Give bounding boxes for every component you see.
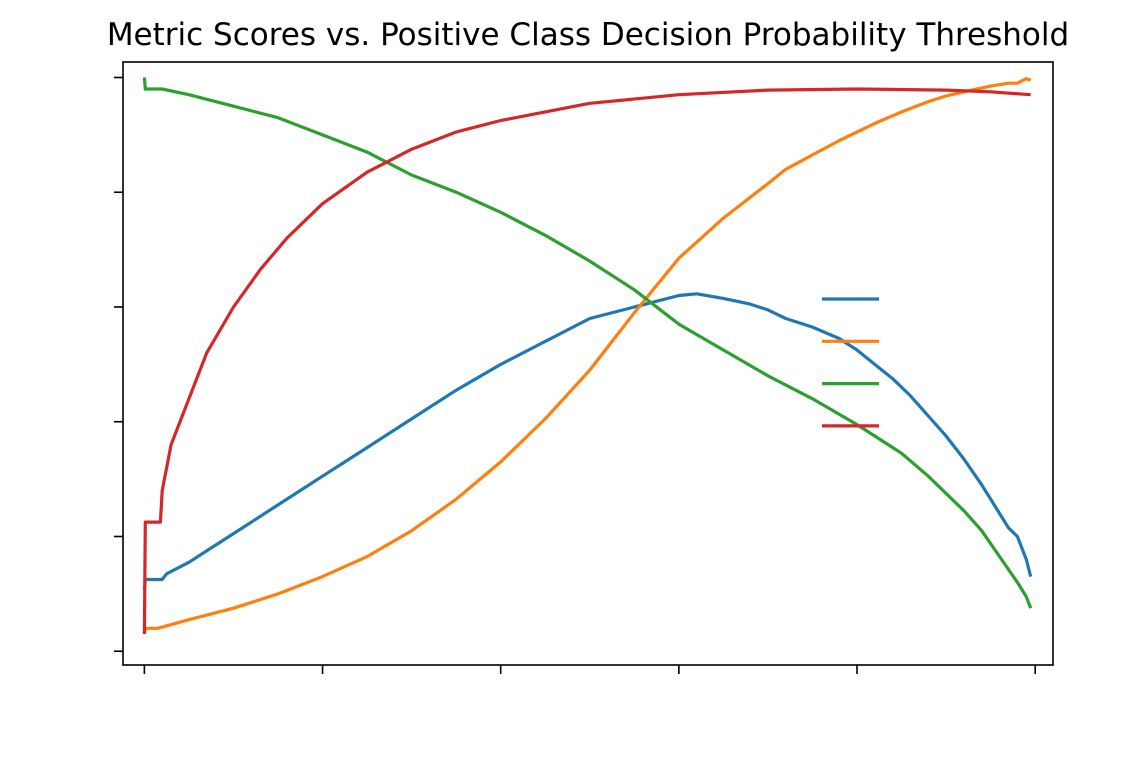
series-line-3 <box>142 87 1031 635</box>
legend <box>822 297 879 428</box>
series-line-2 <box>142 77 1033 609</box>
series-line-1 <box>142 76 1032 635</box>
chart-title: Metric Scores vs. Positive Class Decisio… <box>107 17 1069 53</box>
y-axis-ticks <box>114 76 123 653</box>
series-layer <box>142 76 1033 635</box>
plot-frame <box>122 61 1054 666</box>
series-line-0 <box>142 292 1033 590</box>
x-axis-ticks <box>143 665 1036 674</box>
